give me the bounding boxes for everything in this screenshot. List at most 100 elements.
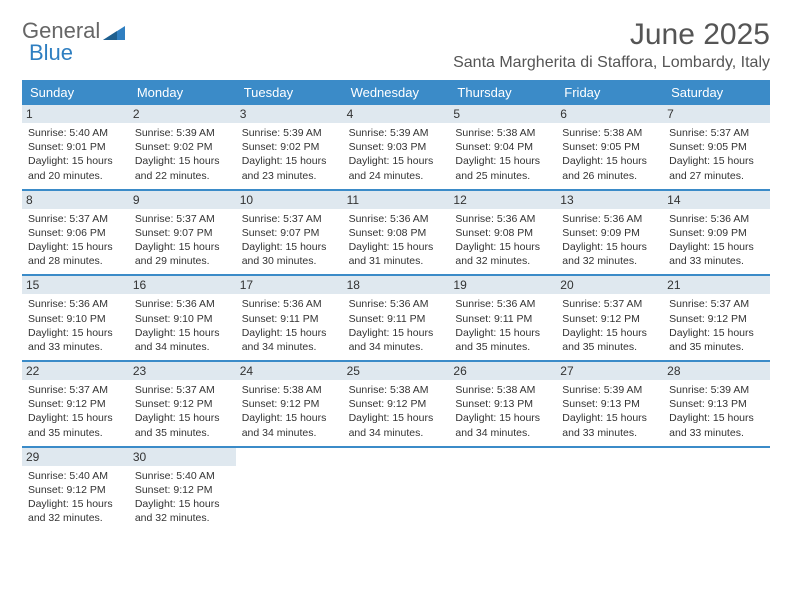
week-row: 1 Sunrise: 5:40 AMSunset: 9:01 PMDaylight… [22,105,770,191]
day-cell: 15 Sunrise: 5:36 AMSunset: 9:10 PMDayligh… [22,276,129,360]
day-details: Sunrise: 5:37 AMSunset: 9:12 PMDaylight:… [135,383,230,440]
day-details: Sunrise: 5:36 AMSunset: 9:09 PMDaylight:… [562,212,657,269]
day-details: Sunrise: 5:36 AMSunset: 9:11 PMDaylight:… [242,297,337,354]
week-row: 15 Sunrise: 5:36 AMSunset: 9:10 PMDayligh… [22,276,770,362]
day-number: 3 [236,105,343,123]
day-cell: 17 Sunrise: 5:36 AMSunset: 9:11 PMDayligh… [236,276,343,360]
day-number: 24 [236,362,343,380]
day-details: Sunrise: 5:37 AMSunset: 9:12 PMDaylight:… [669,297,764,354]
day-cell: 3 Sunrise: 5:39 AMSunset: 9:02 PMDaylight… [236,105,343,189]
day-details: Sunrise: 5:38 AMSunset: 9:12 PMDaylight:… [349,383,444,440]
day-details: Sunrise: 5:37 AMSunset: 9:12 PMDaylight:… [28,383,123,440]
day-details: Sunrise: 5:36 AMSunset: 9:10 PMDaylight:… [135,297,230,354]
logo-triangle-icon [103,26,125,40]
week-row: 8 Sunrise: 5:37 AMSunset: 9:06 PMDaylight… [22,191,770,277]
day-cell: 21Sunrise: 5:37 AMSunset: 9:12 PMDayligh… [663,276,770,360]
day-number: 13 [556,191,663,209]
day-cell [556,448,663,532]
day-cell: 22 Sunrise: 5:37 AMSunset: 9:12 PMDayligh… [22,362,129,446]
day-number: 5 [449,105,556,123]
day-number: 26 [449,362,556,380]
location: Santa Margherita di Staffora, Lombardy, … [453,54,770,72]
day-header: Saturday [663,80,770,105]
day-details: Sunrise: 5:39 AMSunset: 9:02 PMDaylight:… [242,126,337,183]
day-details: Sunrise: 5:36 AMSunset: 9:09 PMDaylight:… [669,212,764,269]
day-cell [343,448,450,532]
day-cell: 11 Sunrise: 5:36 AMSunset: 9:08 PMDayligh… [343,191,450,275]
day-header: Tuesday [236,80,343,105]
day-details: Sunrise: 5:40 AMSunset: 9:12 PMDaylight:… [135,469,230,526]
day-cell: 2Sunrise: 5:39 AMSunset: 9:02 PMDaylight… [129,105,236,189]
day-number: 28 [663,362,770,380]
calendar: SundayMondayTuesdayWednesdayThursdayFrid… [22,80,770,531]
day-cell: 24 Sunrise: 5:38 AMSunset: 9:12 PMDayligh… [236,362,343,446]
day-details: Sunrise: 5:38 AMSunset: 9:05 PMDaylight:… [562,126,657,183]
day-details: Sunrise: 5:37 AMSunset: 9:06 PMDaylight:… [28,212,123,269]
day-cell: 14 Sunrise: 5:36 AMSunset: 9:09 PMDayligh… [663,191,770,275]
day-cell: 29 Sunrise: 5:40 AMSunset: 9:12 PMDayligh… [22,448,129,532]
day-number: 22 [22,362,129,380]
day-details: Sunrise: 5:39 AMSunset: 9:03 PMDaylight:… [349,126,444,183]
title-block: June 2025 Santa Margherita di Staffora, … [453,18,770,72]
day-number: 30 [129,448,236,466]
day-number: 12 [449,191,556,209]
day-cell: 26Sunrise: 5:38 AMSunset: 9:13 PMDayligh… [449,362,556,446]
day-cell: 1 Sunrise: 5:40 AMSunset: 9:01 PMDaylight… [22,105,129,189]
day-details: Sunrise: 5:36 AMSunset: 9:10 PMDaylight:… [28,297,123,354]
day-cell: 6 Sunrise: 5:38 AMSunset: 9:05 PMDaylight… [556,105,663,189]
day-details: Sunrise: 5:40 AMSunset: 9:01 PMDaylight:… [28,126,123,183]
day-cell: 23 Sunrise: 5:37 AMSunset: 9:12 PMDayligh… [129,362,236,446]
day-number: 2 [129,105,236,123]
day-number: 18 [343,276,450,294]
day-details: Sunrise: 5:40 AMSunset: 9:12 PMDaylight:… [28,469,123,526]
day-number: 4 [343,105,450,123]
day-cell [449,448,556,532]
day-number: 20 [556,276,663,294]
day-cell: 7 Sunrise: 5:37 AMSunset: 9:05 PMDaylight… [663,105,770,189]
day-header: Friday [556,80,663,105]
header: General June 2025 Santa Margherita di St… [22,18,770,72]
day-cell [236,448,343,532]
day-number: 17 [236,276,343,294]
day-cell: 5 Sunrise: 5:38 AMSunset: 9:04 PMDaylight… [449,105,556,189]
day-cell: 13 Sunrise: 5:36 AMSunset: 9:09 PMDayligh… [556,191,663,275]
day-number: 14 [663,191,770,209]
day-number: 6 [556,105,663,123]
day-cell: 28 Sunrise: 5:39 AMSunset: 9:13 PMDayligh… [663,362,770,446]
day-details: Sunrise: 5:37 AMSunset: 9:07 PMDaylight:… [135,212,230,269]
day-number: 23 [129,362,236,380]
day-cell: 16 Sunrise: 5:36 AMSunset: 9:10 PMDayligh… [129,276,236,360]
day-cell: 20Sunrise: 5:37 AMSunset: 9:12 PMDayligh… [556,276,663,360]
day-number: 15 [22,276,129,294]
day-number: 27 [556,362,663,380]
day-number: 9 [129,191,236,209]
day-details: Sunrise: 5:36 AMSunset: 9:11 PMDaylight:… [349,297,444,354]
day-cell: 25Sunrise: 5:38 AMSunset: 9:12 PMDayligh… [343,362,450,446]
day-number: 19 [449,276,556,294]
week-row: 29 Sunrise: 5:40 AMSunset: 9:12 PMDayligh… [22,448,770,532]
day-details: Sunrise: 5:38 AMSunset: 9:12 PMDaylight:… [242,383,337,440]
day-cell: 9 Sunrise: 5:37 AMSunset: 9:07 PMDaylight… [129,191,236,275]
day-header: Monday [129,80,236,105]
week-row: 22 Sunrise: 5:37 AMSunset: 9:12 PMDayligh… [22,362,770,448]
day-header: Wednesday [343,80,450,105]
day-number: 11 [343,191,450,209]
day-number: 8 [22,191,129,209]
day-details: Sunrise: 5:39 AMSunset: 9:13 PMDaylight:… [562,383,657,440]
day-number: 16 [129,276,236,294]
day-details: Sunrise: 5:36 AMSunset: 9:08 PMDaylight:… [349,212,444,269]
logo-text-blue: Blue [29,40,73,66]
day-number: 7 [663,105,770,123]
day-details: Sunrise: 5:37 AMSunset: 9:05 PMDaylight:… [669,126,764,183]
day-number: 1 [22,105,129,123]
day-cell: 12Sunrise: 5:36 AMSunset: 9:08 PMDayligh… [449,191,556,275]
day-header: Thursday [449,80,556,105]
day-details: Sunrise: 5:39 AMSunset: 9:13 PMDaylight:… [669,383,764,440]
month-title: June 2025 [453,18,770,52]
day-number: 29 [22,448,129,466]
day-cell: 27 Sunrise: 5:39 AMSunset: 9:13 PMDayligh… [556,362,663,446]
day-cell: 18 Sunrise: 5:36 AMSunset: 9:11 PMDayligh… [343,276,450,360]
day-details: Sunrise: 5:38 AMSunset: 9:04 PMDaylight:… [455,126,550,183]
day-cell: 4 Sunrise: 5:39 AMSunset: 9:03 PMDaylight… [343,105,450,189]
day-details: Sunrise: 5:36 AMSunset: 9:11 PMDaylight:… [455,297,550,354]
